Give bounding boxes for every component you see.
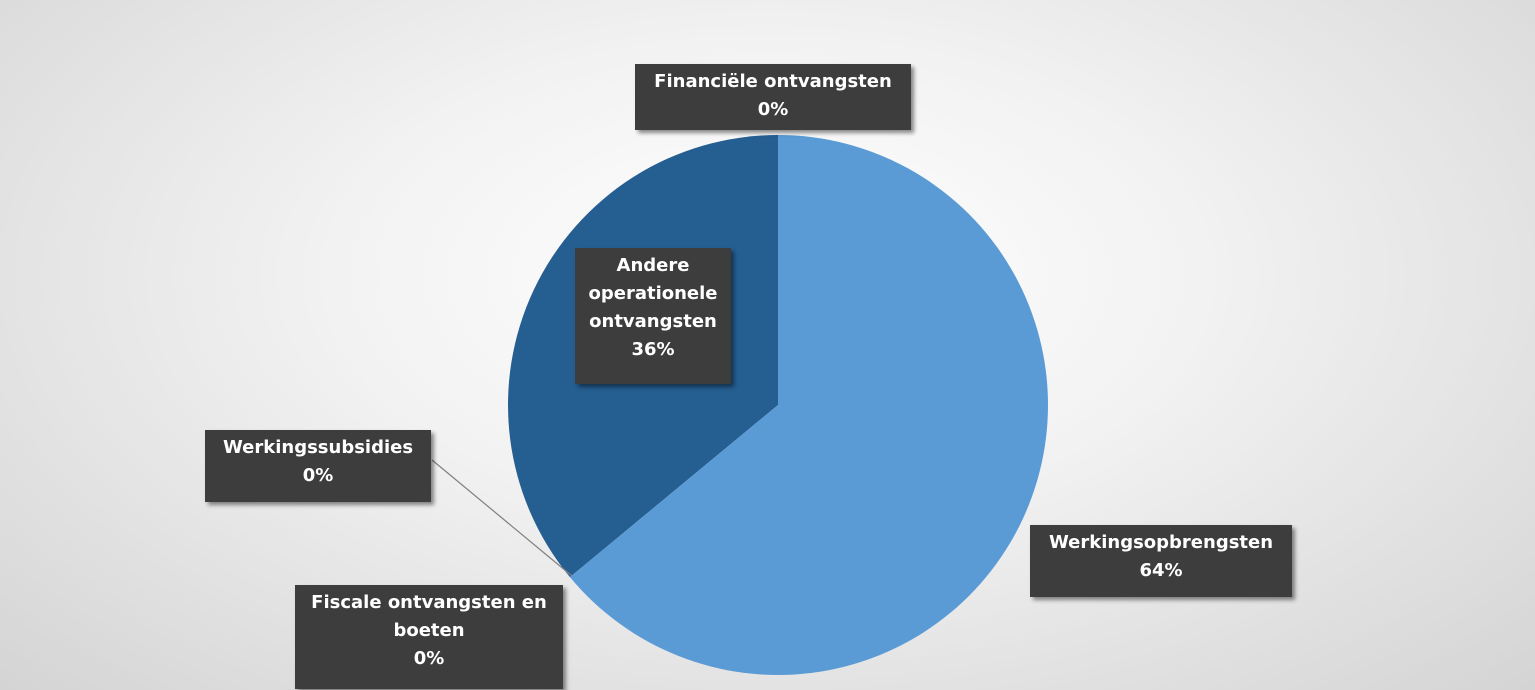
data-label: Andere operationele ontvangsten 36% [575,248,731,384]
data-label: Fiscale ontvangsten en boeten 0% [295,585,563,689]
data-label: Financiële ontvangsten 0% [635,64,911,130]
pie-slice [569,135,1048,675]
label-value: 36% [631,339,675,360]
label-name: Andere operationele ontvangsten [588,255,718,332]
label-value: 0% [413,648,445,669]
data-label: Werkingssubsidies 0% [205,430,431,502]
label-value: 64% [1139,560,1183,581]
label-name: Werkingsopbrengsten [1048,532,1274,553]
label-value: 0% [302,465,334,486]
leader-line [431,459,573,577]
label-name: Fiscale ontvangsten en boeten [311,592,547,641]
label-value: 0% [757,99,789,120]
data-label: Werkingsopbrengsten 64% [1030,525,1292,597]
label-name: Werkingssubsidies [222,437,414,458]
label-name: Financiële ontvangsten [654,71,892,92]
